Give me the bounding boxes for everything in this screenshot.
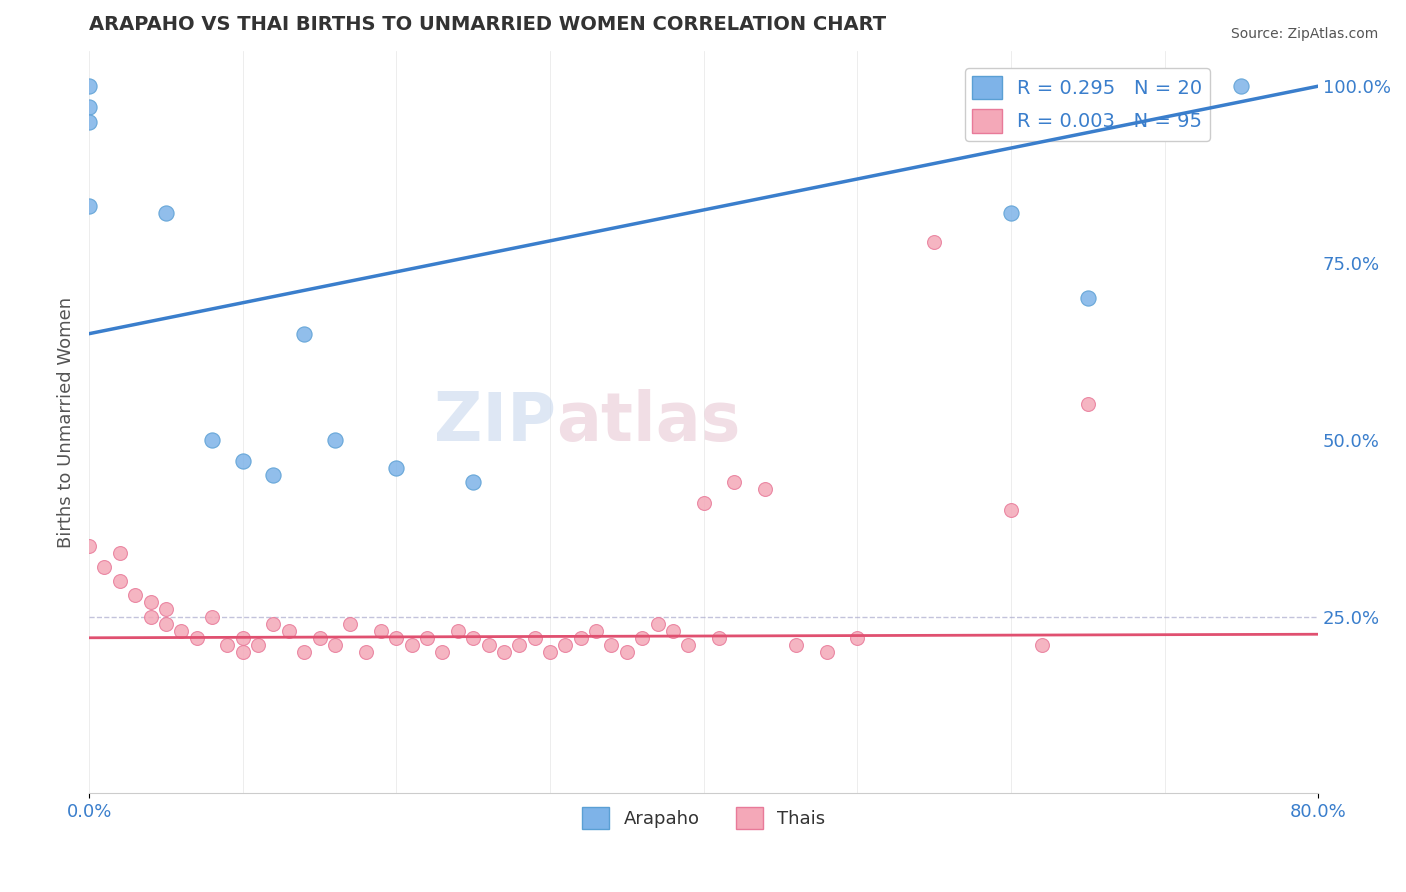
Point bbox=[815, 645, 838, 659]
Point bbox=[922, 235, 945, 249]
Point bbox=[201, 433, 224, 447]
Legend: Arapaho, Thais: Arapaho, Thais bbox=[575, 800, 832, 837]
Point bbox=[1077, 291, 1099, 305]
Point bbox=[217, 638, 239, 652]
Point bbox=[492, 645, 515, 659]
Point bbox=[292, 326, 315, 341]
Point bbox=[155, 616, 177, 631]
Point bbox=[93, 560, 115, 574]
Point bbox=[277, 624, 299, 638]
Text: ZIP: ZIP bbox=[434, 389, 557, 455]
Point bbox=[707, 631, 730, 645]
Point bbox=[1000, 503, 1022, 517]
Point bbox=[1000, 206, 1022, 220]
Point bbox=[232, 631, 254, 645]
Point bbox=[77, 114, 100, 128]
Point bbox=[370, 624, 392, 638]
Point bbox=[785, 638, 807, 652]
Point bbox=[585, 624, 607, 638]
Point bbox=[477, 638, 499, 652]
Point bbox=[678, 638, 700, 652]
Point bbox=[385, 631, 408, 645]
Point bbox=[600, 638, 623, 652]
Point bbox=[385, 461, 408, 475]
Point bbox=[447, 624, 470, 638]
Point bbox=[108, 546, 131, 560]
Y-axis label: Births to Unmarried Women: Births to Unmarried Women bbox=[58, 296, 75, 548]
Point bbox=[523, 631, 546, 645]
Point bbox=[723, 475, 745, 490]
Point bbox=[124, 588, 146, 602]
Point bbox=[647, 616, 669, 631]
Point bbox=[339, 616, 361, 631]
Point bbox=[401, 638, 423, 652]
Point bbox=[139, 609, 162, 624]
Point bbox=[432, 645, 454, 659]
Point bbox=[463, 475, 485, 490]
Point bbox=[323, 433, 346, 447]
Point bbox=[846, 631, 869, 645]
Point bbox=[1031, 638, 1053, 652]
Point bbox=[262, 616, 284, 631]
Point bbox=[155, 602, 177, 616]
Point bbox=[508, 638, 530, 652]
Text: Source: ZipAtlas.com: Source: ZipAtlas.com bbox=[1230, 27, 1378, 41]
Point bbox=[662, 624, 685, 638]
Point bbox=[323, 638, 346, 652]
Point bbox=[692, 496, 714, 510]
Point bbox=[262, 468, 284, 483]
Point bbox=[108, 574, 131, 589]
Point bbox=[155, 206, 177, 220]
Point bbox=[354, 645, 377, 659]
Point bbox=[1077, 397, 1099, 411]
Point bbox=[308, 631, 330, 645]
Point bbox=[247, 638, 270, 652]
Point bbox=[186, 631, 208, 645]
Text: atlas: atlas bbox=[557, 389, 741, 455]
Point bbox=[232, 645, 254, 659]
Point bbox=[77, 79, 100, 94]
Text: ARAPAHO VS THAI BIRTHS TO UNMARRIED WOMEN CORRELATION CHART: ARAPAHO VS THAI BIRTHS TO UNMARRIED WOME… bbox=[89, 15, 886, 34]
Point bbox=[631, 631, 654, 645]
Point bbox=[77, 199, 100, 213]
Point bbox=[416, 631, 439, 645]
Point bbox=[569, 631, 592, 645]
Point bbox=[201, 609, 224, 624]
Point bbox=[292, 645, 315, 659]
Point bbox=[170, 624, 193, 638]
Point bbox=[77, 100, 100, 114]
Point bbox=[554, 638, 576, 652]
Point bbox=[77, 539, 100, 553]
Point bbox=[232, 454, 254, 468]
Point bbox=[616, 645, 638, 659]
Point bbox=[1230, 79, 1253, 94]
Point bbox=[754, 483, 776, 497]
Point bbox=[538, 645, 561, 659]
Point bbox=[1184, 79, 1206, 94]
Point bbox=[139, 595, 162, 609]
Point bbox=[463, 631, 485, 645]
